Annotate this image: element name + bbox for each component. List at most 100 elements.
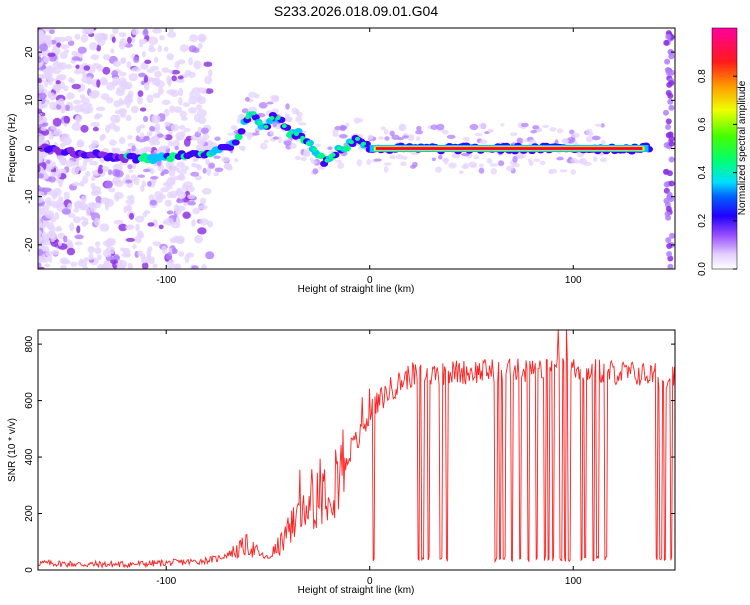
noise-cell xyxy=(183,138,191,147)
y-tick-label: 0 xyxy=(24,567,35,573)
noise-cell xyxy=(67,40,75,46)
noise-cell xyxy=(446,134,456,139)
noise-cell xyxy=(110,259,118,265)
noise-cell xyxy=(205,158,210,166)
noise-cell xyxy=(178,125,186,130)
noise-cell xyxy=(140,256,148,264)
ridge-highlight xyxy=(245,115,251,120)
x-tick-label: 0 xyxy=(367,275,373,286)
noise-cell xyxy=(38,85,45,90)
noise-cell xyxy=(38,92,47,100)
snr-frame xyxy=(37,329,676,571)
noise-cell xyxy=(591,135,601,141)
noise-cell xyxy=(536,128,543,133)
noise-cell xyxy=(38,57,42,64)
noise-cell xyxy=(39,244,46,251)
x-tick-label: 0 xyxy=(367,576,373,587)
noise-cell xyxy=(266,101,274,105)
noise-cell xyxy=(357,118,364,123)
noise-cell xyxy=(94,33,103,43)
noise-cell xyxy=(126,95,133,104)
noise-cell xyxy=(80,124,89,133)
noise-cell xyxy=(70,78,75,84)
x-tick-label: -100 xyxy=(156,576,176,587)
noise-cell xyxy=(131,28,140,36)
noise-cell xyxy=(46,221,55,229)
noise-cell xyxy=(74,234,84,240)
noise-cell xyxy=(144,59,152,64)
noise-cell xyxy=(201,89,207,95)
y-tick-label: -10 xyxy=(24,189,35,204)
noise-cell xyxy=(666,243,673,249)
noise-cell xyxy=(87,246,95,254)
spectrogram-x-axis-label: Height of straight line (km) xyxy=(298,284,415,295)
noise-cell xyxy=(205,251,215,260)
noise-cell xyxy=(570,169,576,175)
noise-cell xyxy=(44,210,55,219)
noise-cell xyxy=(410,152,420,156)
noise-cell xyxy=(146,131,153,137)
noise-cell xyxy=(38,184,41,193)
noise-cell xyxy=(166,252,172,260)
noise-cell xyxy=(51,192,58,200)
noise-cell xyxy=(147,222,155,227)
ridge-highlight xyxy=(318,154,324,159)
noise-cell xyxy=(137,174,146,178)
noise-cell xyxy=(478,163,484,168)
noise-cell xyxy=(160,171,165,177)
noise-cell xyxy=(112,255,120,261)
noise-cell xyxy=(521,122,529,128)
noise-cell xyxy=(108,169,113,176)
noise-cell xyxy=(99,223,110,232)
noise-cell xyxy=(147,256,155,262)
noise-cell xyxy=(180,130,186,137)
noise-cell xyxy=(106,81,116,91)
noise-cell xyxy=(118,80,129,89)
noise-cell xyxy=(177,75,184,80)
noise-cell xyxy=(221,156,230,163)
noise-cell xyxy=(458,170,464,175)
noise-cell xyxy=(438,154,443,160)
noise-cell xyxy=(77,165,87,172)
noise-cell xyxy=(169,237,178,244)
ridge-highlight xyxy=(306,141,312,146)
noise-cell xyxy=(143,29,148,35)
noise-cell xyxy=(118,32,127,38)
snr-panel: -100 0 100 0 200 400 600 800 Height of straigh… xyxy=(7,329,676,596)
noise-cell xyxy=(600,140,606,146)
noise-cell xyxy=(75,64,80,69)
noise-cell xyxy=(667,131,674,138)
noise-cell xyxy=(451,152,461,159)
noise-cell xyxy=(416,125,422,131)
y-tick-label: 600 xyxy=(24,392,35,409)
noise-cell xyxy=(561,138,570,144)
noise-cell xyxy=(298,122,307,126)
noise-cell xyxy=(173,106,182,113)
noise-cell xyxy=(88,144,96,150)
noise-cell xyxy=(156,80,165,88)
noise-cell xyxy=(207,220,214,228)
noise-cell xyxy=(65,159,76,168)
noise-cell xyxy=(102,79,108,85)
noise-cell xyxy=(96,79,101,88)
noise-cell xyxy=(310,160,318,165)
noise-cell xyxy=(152,28,162,34)
noise-cell xyxy=(41,204,50,212)
noise-cell xyxy=(182,211,191,219)
noise-cell xyxy=(195,163,200,169)
noise-cell xyxy=(187,200,196,206)
noise-cell xyxy=(315,143,322,147)
noise-cell xyxy=(90,90,101,98)
noise-cell xyxy=(131,145,136,152)
noise-cell xyxy=(176,198,184,204)
noise-cell xyxy=(666,251,673,257)
noise-cell xyxy=(131,66,141,72)
noise-cell xyxy=(94,247,102,255)
noise-cell xyxy=(140,80,145,86)
noise-cell xyxy=(599,157,608,163)
noise-cell xyxy=(251,132,260,136)
noise-cell xyxy=(157,45,162,53)
noise-cell xyxy=(479,139,488,145)
noise-cell xyxy=(192,156,197,163)
noise-cell xyxy=(665,69,672,76)
